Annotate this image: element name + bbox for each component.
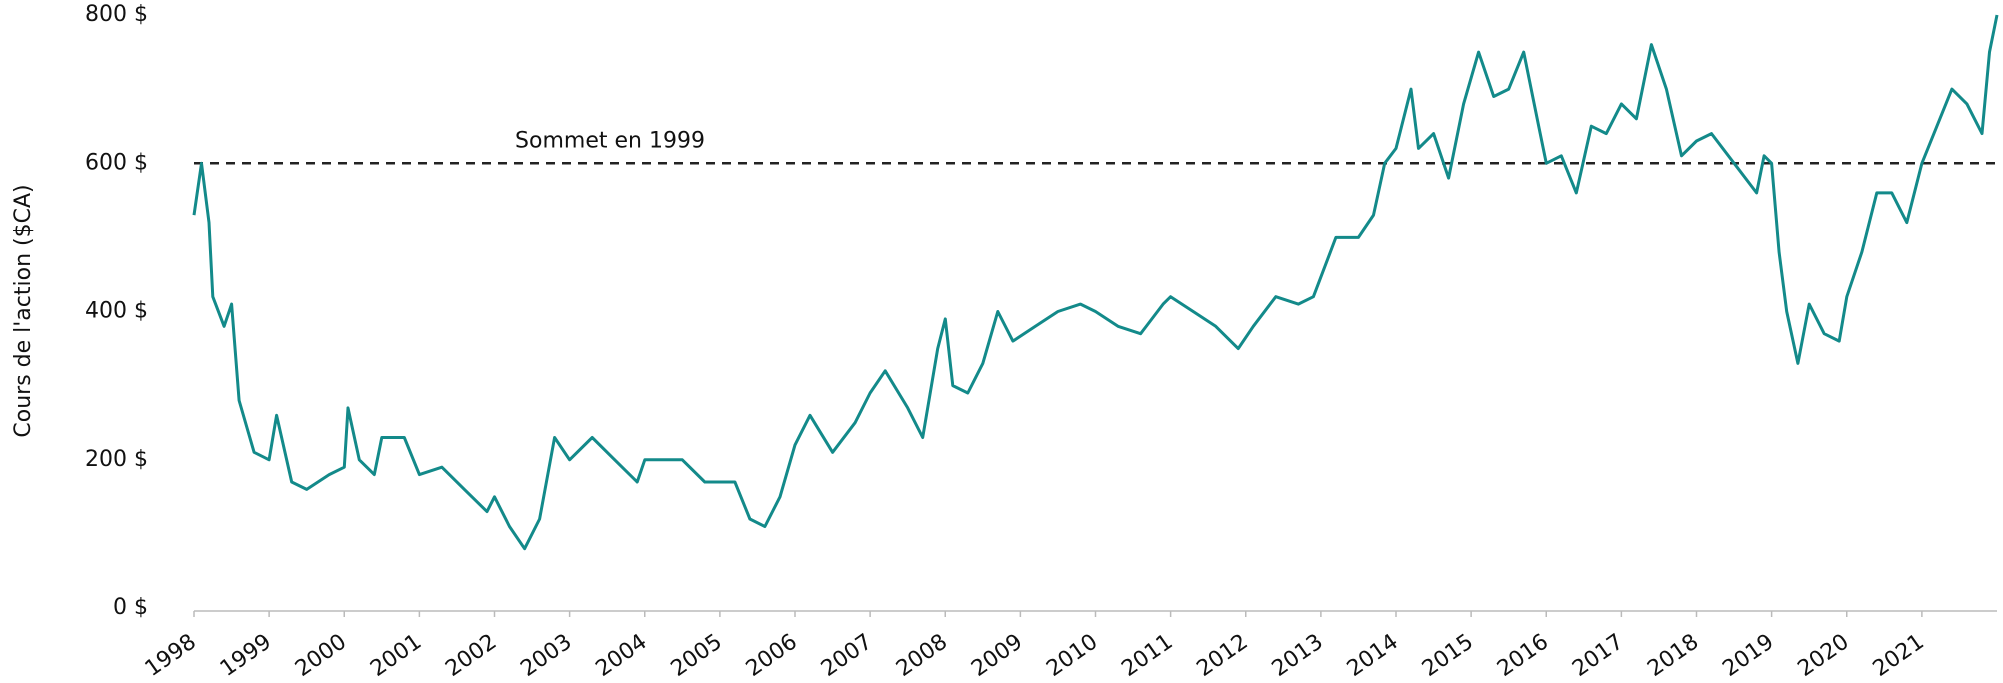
y-axis-title: Cours de l'action ($CA): [11, 184, 36, 437]
x-tick-label: 2014: [1343, 629, 1403, 682]
x-tick-label: 2018: [1643, 629, 1703, 682]
x-tick-label: 2008: [892, 629, 952, 682]
x-tick-label: 2012: [1192, 629, 1252, 682]
x-tick-label: 2019: [1718, 629, 1778, 682]
x-tick-label: 2002: [441, 629, 501, 682]
x-tick-label: 2020: [1793, 629, 1853, 682]
x-tick-label: 2005: [667, 629, 727, 682]
x-tick-label: 2010: [1042, 629, 1102, 682]
x-tick-label: 2004: [591, 629, 651, 682]
x-tick-label: 2009: [967, 629, 1027, 682]
x-tick-label: 2015: [1418, 629, 1478, 682]
x-tick-label: 2016: [1493, 629, 1553, 682]
y-tick-label: 0 $: [113, 595, 148, 620]
x-tick-label: 1998: [141, 629, 201, 682]
x-tick-label: 2013: [1268, 629, 1328, 682]
y-tick-label: 600 $: [85, 150, 148, 175]
x-tick-label: 2003: [516, 629, 576, 682]
x-tick-label: 2007: [817, 629, 877, 682]
y-tick-label: 400 $: [85, 299, 148, 324]
x-tick-label: 2011: [1117, 629, 1177, 682]
x-tick-label: 2021: [1869, 629, 1929, 682]
x-tick-label: 2017: [1568, 629, 1628, 682]
y-tick-label: 800 $: [85, 2, 148, 27]
x-tick-label: 2000: [291, 629, 351, 682]
price-line: [192, 14, 1999, 551]
x-tick-label: 2006: [742, 629, 802, 682]
y-tick-label: 200 $: [85, 447, 148, 472]
reference-label: Sommet en 1999: [515, 128, 705, 153]
x-tick-label: 2001: [366, 629, 426, 682]
x-tick-label: 1999: [216, 629, 276, 682]
